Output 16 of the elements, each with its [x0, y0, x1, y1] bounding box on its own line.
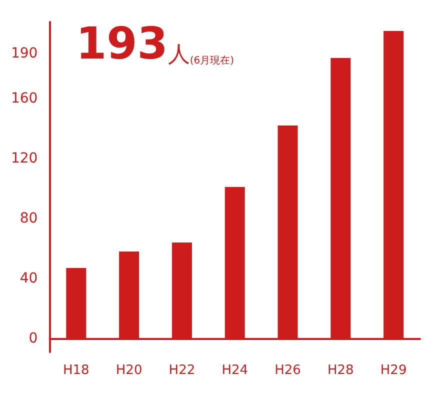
- y-tick-label: 190: [10, 46, 38, 62]
- y-tick-label: 40: [20, 270, 38, 286]
- y-tick-label: 0: [28, 330, 38, 346]
- annotation: (6月現在): [190, 54, 234, 66]
- y-tick-label: 120: [10, 150, 38, 166]
- x-tick-label: H24: [222, 363, 248, 378]
- x-tick-label: H28: [327, 363, 354, 378]
- x-tick-label: H18: [63, 363, 90, 378]
- x-tick-label: H26: [274, 363, 301, 378]
- y-tick-label: 80: [20, 210, 38, 226]
- annotation: 193: [76, 18, 168, 70]
- annotation: 人: [168, 42, 190, 68]
- x-tick-label: H29: [380, 363, 407, 378]
- y-tick-label: 160: [10, 90, 38, 106]
- x-tick-label: H22: [168, 363, 196, 378]
- x-tick-label: H20: [116, 363, 142, 378]
